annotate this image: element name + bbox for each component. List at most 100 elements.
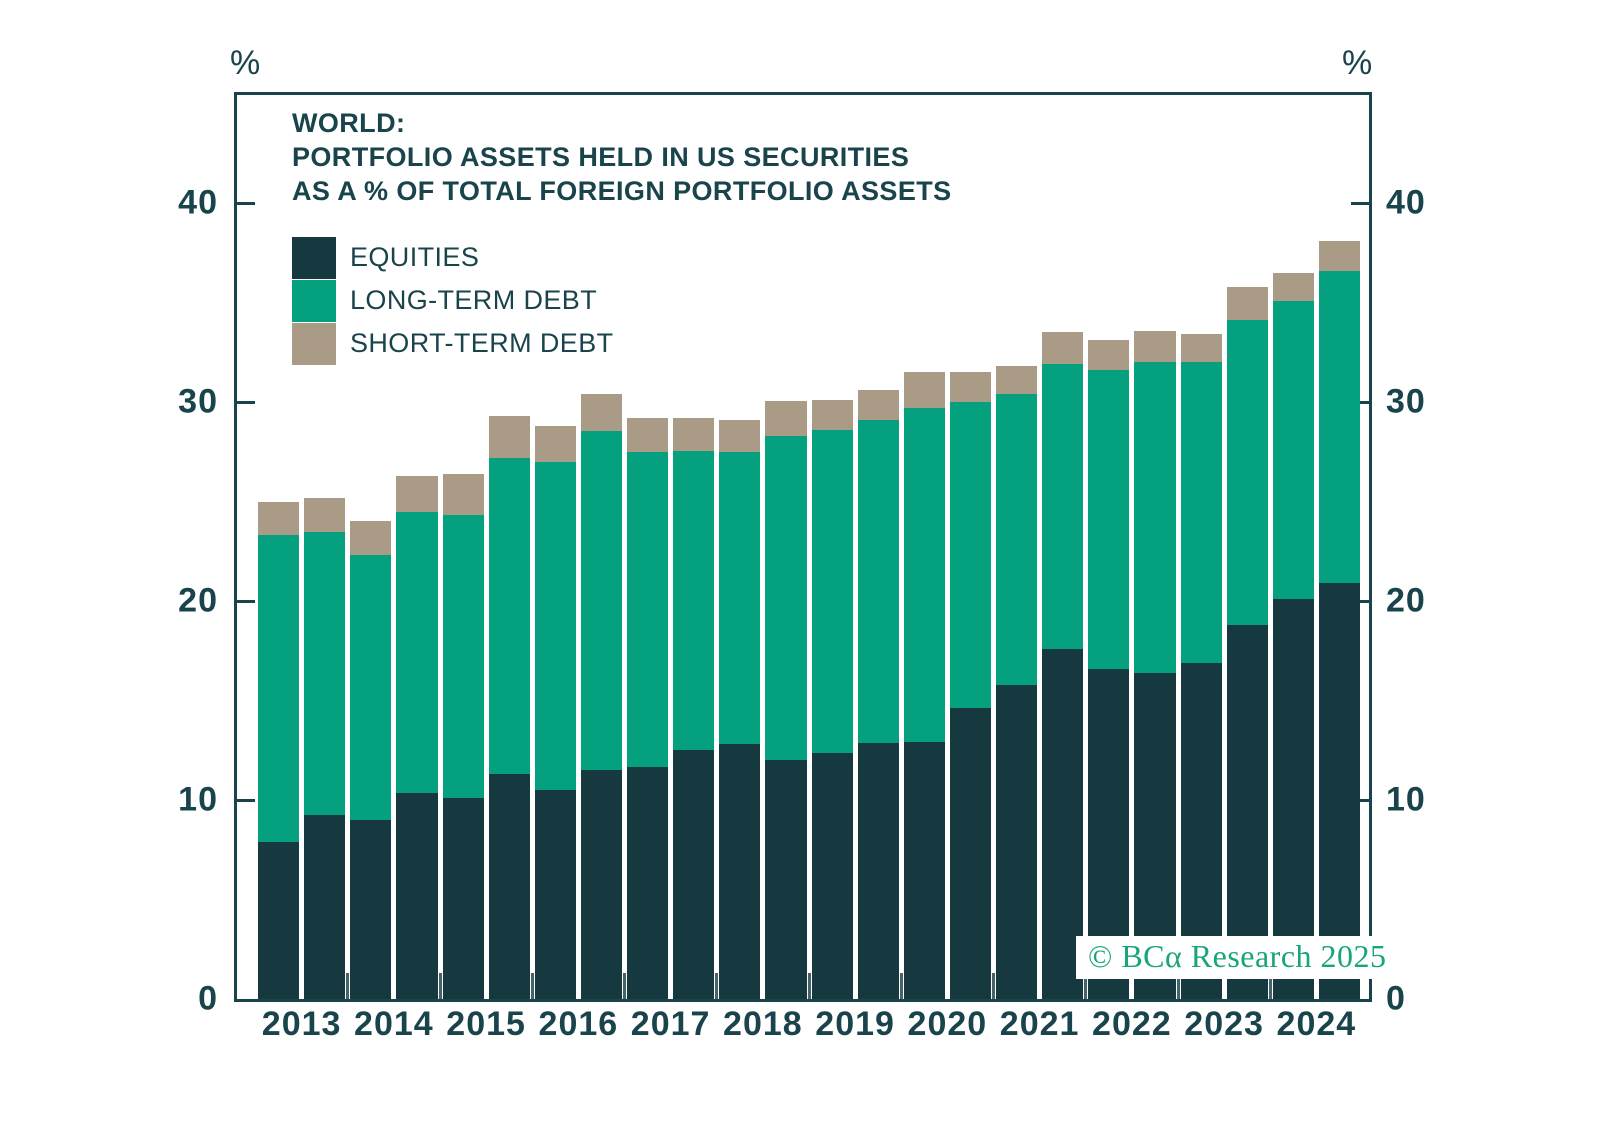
legend-item-equities: EQUITIES	[292, 236, 614, 279]
x-axis-year-boundary-tick	[1176, 973, 1180, 999]
x-axis-year-boundary-tick	[346, 973, 350, 999]
x-axis-year-boundary-tick	[992, 973, 995, 999]
stacked-bar-2016-H2	[580, 394, 622, 999]
chart-title-line3: AS A % OF TOTAL FOREIGN PORTFOLIO ASSETS	[292, 176, 952, 206]
y-axis-tick-right	[1351, 600, 1372, 603]
long-term-debt-segment	[627, 451, 669, 768]
long-term-debt-segment	[350, 555, 392, 820]
short-term-debt-segment	[996, 366, 1038, 395]
stacked-bar-2017-H1	[627, 417, 669, 999]
equities-segment	[1318, 583, 1360, 999]
equities-segment	[627, 767, 669, 999]
stacked-bar-2019-H2	[857, 390, 899, 999]
long-term-debt-segment	[258, 535, 300, 842]
equities-segment	[719, 744, 761, 999]
short-term-debt-segment	[1272, 272, 1314, 302]
equities-swatch-icon	[292, 236, 336, 279]
long-term-debt-segment	[442, 515, 484, 798]
equities-segment	[1272, 598, 1314, 999]
stacked-bar-2023-H1	[1180, 334, 1222, 999]
x-axis-label-2021: 2021	[999, 1005, 1080, 1043]
watermark-badge: © BCα Research 2025	[1076, 936, 1399, 979]
y-axis-tick-left	[234, 401, 255, 404]
short-term-debt-segment	[304, 497, 346, 533]
y-axis-tick-left	[234, 202, 255, 205]
equities-segment	[765, 760, 807, 999]
y-axis-label-left: 10	[178, 780, 218, 819]
short-term-debt-segment	[580, 394, 622, 431]
long-term-debt-segment	[765, 435, 807, 761]
x-axis-year-boundary-tick	[1084, 973, 1088, 999]
long-term-debt-segment	[996, 394, 1038, 685]
equities-segment	[396, 793, 438, 999]
x-axis-label-2013: 2013	[261, 1005, 342, 1043]
equities-segment	[949, 708, 991, 999]
short-term-debt-segment	[442, 473, 484, 516]
short-term-debt-segment	[857, 390, 899, 420]
short-term-debt-swatch-icon	[292, 322, 336, 365]
long-term-debt-segment	[580, 430, 622, 771]
stacked-bar-2018-H1	[719, 419, 761, 999]
stacked-bar-2017-H2	[673, 417, 715, 999]
short-term-debt-segment	[1042, 332, 1084, 365]
legend-item-short-term-debt: SHORT-TERM DEBT	[292, 322, 614, 365]
stacked-bar-2014-H1	[350, 521, 392, 999]
x-axis-year-boundary-tick	[438, 973, 442, 999]
short-term-debt-segment	[488, 415, 530, 458]
long-term-debt-segment	[1042, 364, 1084, 649]
stacked-bar-2021-H2	[1042, 332, 1084, 999]
short-term-debt-segment	[258, 501, 300, 536]
equities-segment	[903, 742, 945, 999]
equities-segment	[673, 750, 715, 999]
x-axis-label-2014: 2014	[354, 1005, 434, 1043]
short-term-debt-segment	[1088, 340, 1130, 371]
short-term-debt-segment	[1180, 334, 1222, 363]
equities-segment	[442, 797, 484, 999]
y-axis-label-left: 40	[178, 183, 218, 222]
y-axis-label-left: 30	[178, 382, 218, 421]
y-axis-label-right: 30	[1386, 382, 1426, 421]
x-axis-label-2023: 2023	[1184, 1005, 1264, 1043]
x-axis-label-2018: 2018	[723, 1005, 803, 1043]
short-term-debt-segment	[949, 372, 991, 402]
long-term-debt-segment	[1088, 370, 1130, 669]
y-axis-label-right: 10	[1386, 780, 1426, 819]
short-term-debt-segment	[534, 425, 576, 462]
short-term-debt-segment	[1134, 331, 1176, 363]
x-axis-label-2016: 2016	[538, 1005, 619, 1043]
long-term-debt-segment	[949, 401, 991, 709]
long-term-debt-segment	[488, 457, 530, 775]
long-term-debt-segment	[719, 451, 761, 745]
stacked-bar-2022-H2	[1134, 331, 1176, 999]
short-term-debt-segment	[1318, 240, 1360, 271]
y-axis-unit-left: %	[230, 44, 261, 82]
equities-segment	[304, 814, 346, 999]
chart-title: WORLD: PORTFOLIO ASSETS HELD IN US SECUR…	[292, 106, 952, 208]
y-axis-tick-right	[1351, 401, 1372, 404]
stacked-bar-2024-H2	[1318, 240, 1360, 999]
stacked-bar-2013-H1	[258, 501, 300, 1000]
stacked-bar-2015-H1	[442, 473, 484, 999]
equities-segment	[857, 743, 899, 999]
y-axis-tick-left	[234, 600, 255, 603]
legend: EQUITIES LONG-TERM DEBT SHORT-TERM DEBT	[292, 236, 614, 365]
stacked-bar-2021-H1	[996, 366, 1038, 999]
x-axis-label-2015: 2015	[446, 1005, 526, 1043]
short-term-debt-segment	[765, 401, 807, 436]
equities-segment	[258, 841, 300, 999]
long-term-debt-segment	[1318, 270, 1360, 584]
long-term-debt-segment	[396, 512, 438, 794]
long-term-debt-segment	[1226, 320, 1268, 625]
long-term-debt-segment	[304, 532, 346, 815]
chart-title-line1: WORLD:	[292, 108, 406, 138]
short-term-debt-segment	[627, 417, 669, 452]
equities-segment	[350, 819, 392, 999]
stacked-bar-2018-H2	[765, 401, 807, 999]
short-term-debt-segment	[811, 400, 853, 430]
long-term-debt-segment	[857, 419, 899, 744]
x-axis-label-2020: 2020	[907, 1005, 988, 1043]
stacked-bar-2020-H2	[949, 372, 991, 999]
equities-segment	[488, 774, 530, 999]
y-axis-tick-right	[1351, 202, 1372, 205]
stacked-bar-2013-H2	[304, 497, 346, 999]
